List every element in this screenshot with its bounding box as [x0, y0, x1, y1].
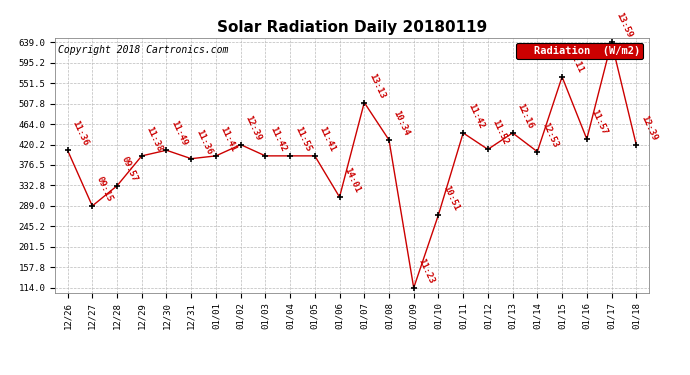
Text: 11:41: 11:41: [219, 125, 238, 153]
Text: 11:57: 11:57: [589, 108, 609, 136]
Text: 12:39: 12:39: [639, 114, 658, 142]
Text: 12:16: 12:16: [515, 102, 535, 130]
Text: 14:01: 14:01: [342, 166, 362, 194]
Text: 11:49: 11:49: [169, 119, 189, 147]
Text: 11:55: 11:55: [293, 125, 313, 153]
Text: 10:34: 10:34: [392, 109, 411, 137]
Text: 13:59: 13:59: [614, 11, 634, 39]
Text: 12:53: 12:53: [540, 121, 560, 149]
Text: 12:39: 12:39: [244, 114, 263, 142]
Text: 12:11: 12:11: [565, 46, 584, 74]
Text: 11:36: 11:36: [70, 119, 90, 147]
Text: 13:13: 13:13: [367, 72, 386, 100]
Text: 11:52: 11:52: [491, 118, 510, 147]
Text: 11:36: 11:36: [194, 128, 213, 156]
Legend: Radiation  (W/m2): Radiation (W/m2): [516, 43, 643, 59]
Text: Copyright 2018 Cartronics.com: Copyright 2018 Cartronics.com: [58, 45, 228, 55]
Text: 11:41: 11:41: [317, 125, 337, 153]
Text: 11:38: 11:38: [144, 125, 164, 153]
Text: 09:57: 09:57: [120, 155, 139, 183]
Text: 10:51: 10:51: [441, 184, 461, 212]
Text: 11:42: 11:42: [466, 102, 486, 130]
Title: Solar Radiation Daily 20180119: Solar Radiation Daily 20180119: [217, 20, 487, 35]
Text: 09:15: 09:15: [95, 175, 115, 203]
Text: 11:23: 11:23: [417, 257, 436, 285]
Text: 11:42: 11:42: [268, 125, 288, 153]
